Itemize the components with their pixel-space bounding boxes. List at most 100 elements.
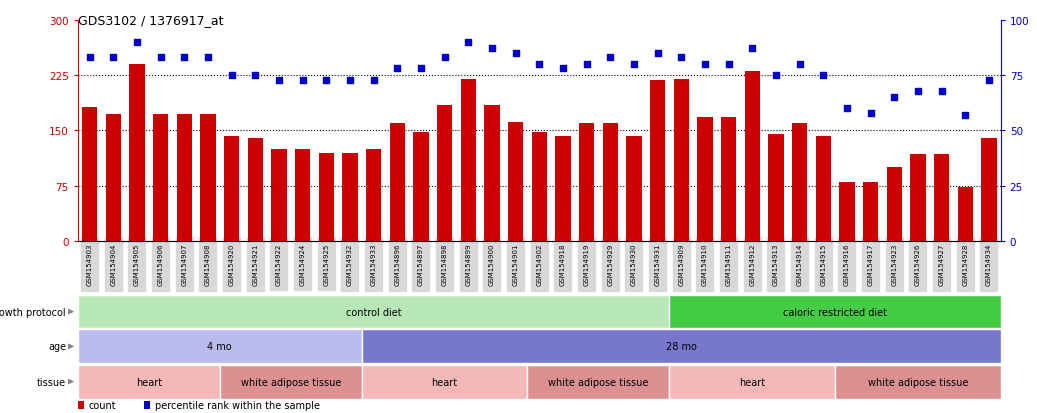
Text: white adipose tissue: white adipose tissue: [241, 377, 341, 387]
Bar: [390, 124, 404, 242]
Bar: [106, 115, 121, 242]
Bar: [78, 401, 84, 409]
Point: [295, 77, 311, 83]
Bar: [437, 105, 452, 242]
Point: [744, 46, 760, 53]
Bar: [78, 330, 362, 363]
Bar: [670, 365, 835, 399]
Point: [437, 55, 453, 62]
Point: [981, 77, 998, 83]
Bar: [78, 365, 220, 399]
Point: [933, 88, 950, 95]
Text: percentile rank within the sample: percentile rank within the sample: [155, 401, 319, 411]
Bar: [318, 153, 334, 242]
Bar: [745, 72, 760, 242]
Bar: [674, 80, 689, 242]
Bar: [602, 124, 618, 242]
Bar: [220, 365, 362, 399]
Point: [909, 88, 926, 95]
Bar: [697, 118, 712, 242]
Text: 4 mo: 4 mo: [207, 342, 232, 351]
Text: control diet: control diet: [345, 307, 401, 317]
Bar: [295, 150, 310, 242]
Point: [839, 106, 856, 112]
Bar: [670, 295, 1001, 328]
Point: [886, 95, 902, 101]
Point: [105, 55, 121, 62]
Point: [579, 62, 595, 68]
Text: white adipose tissue: white adipose tissue: [549, 377, 648, 387]
Bar: [484, 105, 500, 242]
Point: [957, 112, 974, 119]
Bar: [532, 133, 546, 242]
Point: [176, 55, 193, 62]
Point: [697, 62, 713, 68]
Text: count: count: [88, 401, 116, 411]
Bar: [650, 81, 666, 242]
Bar: [82, 107, 97, 242]
Point: [413, 66, 429, 73]
Bar: [508, 122, 524, 242]
Bar: [981, 138, 997, 242]
Point: [649, 50, 666, 57]
Point: [365, 77, 382, 83]
Point: [791, 62, 808, 68]
Text: GDS3102 / 1376917_at: GDS3102 / 1376917_at: [78, 14, 223, 27]
Text: white adipose tissue: white adipose tissue: [868, 377, 969, 387]
Bar: [934, 155, 949, 242]
Text: 28 mo: 28 mo: [666, 342, 697, 351]
Point: [318, 77, 335, 83]
Point: [247, 73, 263, 79]
Bar: [460, 80, 476, 242]
Text: heart: heart: [739, 377, 765, 387]
Bar: [224, 136, 240, 242]
Text: heart: heart: [136, 377, 162, 387]
Point: [625, 62, 642, 68]
Bar: [792, 124, 807, 242]
Bar: [144, 401, 150, 409]
Text: heart: heart: [431, 377, 457, 387]
Point: [601, 55, 618, 62]
Bar: [272, 150, 286, 242]
Point: [389, 66, 405, 73]
Point: [531, 62, 548, 68]
Bar: [176, 115, 192, 242]
Text: tissue: tissue: [37, 377, 66, 387]
Point: [341, 77, 358, 83]
Point: [152, 55, 169, 62]
Bar: [815, 136, 831, 242]
Bar: [342, 153, 358, 242]
Text: caloric restricted diet: caloric restricted diet: [783, 307, 887, 317]
Bar: [366, 150, 382, 242]
Bar: [957, 188, 973, 242]
Text: age: age: [48, 342, 66, 351]
Point: [200, 55, 217, 62]
Bar: [248, 138, 263, 242]
Point: [767, 73, 784, 79]
Bar: [152, 115, 168, 242]
Point: [483, 46, 500, 53]
Bar: [863, 183, 878, 242]
Bar: [887, 168, 902, 242]
Point: [862, 110, 878, 117]
Bar: [839, 183, 854, 242]
Bar: [78, 295, 670, 328]
Point: [460, 40, 477, 46]
Bar: [362, 365, 528, 399]
Bar: [362, 330, 1001, 363]
Point: [271, 77, 287, 83]
Point: [507, 50, 524, 57]
Bar: [721, 118, 736, 242]
Bar: [555, 136, 570, 242]
Bar: [528, 365, 670, 399]
Bar: [200, 115, 216, 242]
Point: [555, 66, 571, 73]
Text: growth protocol: growth protocol: [0, 307, 66, 317]
Point: [129, 40, 145, 46]
Bar: [130, 65, 144, 242]
Bar: [910, 155, 926, 242]
Point: [223, 73, 240, 79]
Bar: [413, 133, 428, 242]
Point: [721, 62, 737, 68]
Bar: [835, 365, 1001, 399]
